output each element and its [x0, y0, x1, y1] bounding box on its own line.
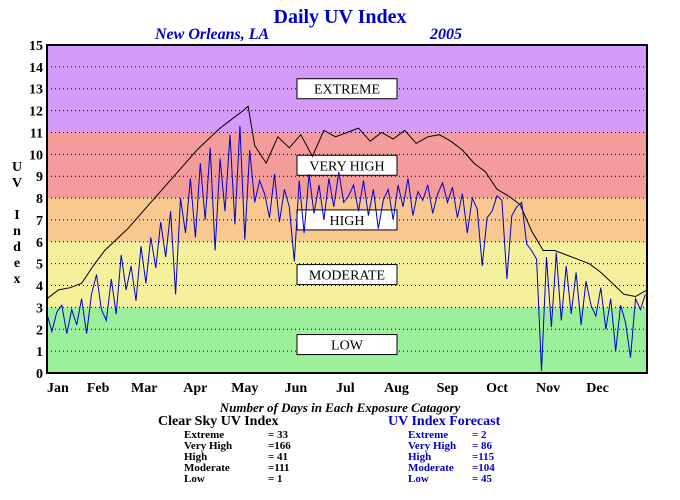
y-tick-label: 3 — [36, 301, 43, 316]
category-label: EXTREME — [314, 83, 380, 98]
chart-title: Daily UV Index — [273, 6, 407, 28]
table-row: Moderate =104 — [408, 463, 495, 474]
y-tick-label: 11 — [30, 126, 43, 141]
y-tick-label: 5 — [36, 258, 43, 273]
row-value: = 45 — [472, 473, 493, 485]
x-tick-label: Apr — [183, 381, 207, 396]
category-label: VERY HIGH — [309, 159, 384, 174]
y-axis-label-d: d — [13, 240, 21, 255]
category-labels: LOW MODERATE HIGH VERY HIGH EXTREME — [296, 78, 398, 356]
y-axis-label: U V I n d e x — [10, 160, 24, 288]
table-row: Extreme = 33 — [184, 430, 291, 441]
y-axis-label-i: I — [14, 208, 20, 223]
y-tick-label: 0 — [36, 367, 43, 382]
category-label-box — [296, 334, 398, 356]
category-label: LOW — [331, 339, 364, 354]
y-tick-label: 6 — [36, 236, 43, 251]
table-row: Low = 1 — [184, 474, 291, 485]
table-row: High = 41 — [184, 452, 291, 463]
x-tick-label: Jul — [336, 381, 355, 396]
row-value: = 1 — [268, 473, 283, 485]
y-tick-label: 10 — [29, 148, 43, 163]
forecast-table: Extreme = 2 Very High = 86 High =115 Modera… — [408, 430, 495, 485]
y-axis-label-v: V — [11, 176, 23, 191]
table-row: Low = 45 — [408, 474, 495, 485]
x-tick-label: Aug — [384, 381, 409, 396]
row-value: =111 — [268, 462, 290, 474]
y-tick-label: 12 — [29, 105, 43, 120]
category-label-box — [296, 154, 398, 176]
table-row: Extreme = 2 — [408, 430, 495, 441]
category-label: MODERATE — [309, 269, 385, 284]
y-axis-label-e: e — [13, 256, 21, 271]
row-label: Moderate — [408, 462, 454, 474]
category-label: HIGH — [330, 214, 365, 229]
row-value: = 33 — [268, 429, 289, 441]
row-value: = 2 — [472, 429, 487, 441]
row-label: Moderate — [184, 462, 230, 474]
y-axis-label-u: U — [11, 160, 23, 175]
plot-frame — [46, 44, 648, 374]
table-row: Very High =166 — [184, 441, 291, 452]
x-tick-label: Nov — [536, 381, 560, 396]
clear-sky-line — [46, 105, 648, 300]
table-row: High =115 — [408, 452, 495, 463]
row-label: Low — [408, 473, 429, 485]
chart-location: New Orleans, LA — [155, 26, 270, 43]
x-tick-label: Oct — [486, 381, 508, 396]
x-tick-labels: Jan Feb Mar Apr May Jun Jul Aug Sep Oct Nov Dec — [47, 381, 609, 396]
row-value: = 41 — [268, 451, 289, 463]
forecast-heading: UV Index Forecast — [388, 414, 501, 429]
table-row: Very High = 86 — [408, 441, 495, 452]
y-tick-label: 13 — [29, 83, 43, 98]
row-value: =166 — [268, 440, 291, 452]
clear-sky-table: Extreme = 33 Very High =166 High = 41 Moder… — [184, 430, 291, 485]
clear-sky-heading: Clear Sky UV Index — [158, 414, 279, 429]
x-tick-label: Dec — [586, 381, 609, 396]
y-tick-label: 4 — [36, 280, 43, 295]
y-tick-label: 7 — [36, 214, 43, 229]
series-lines — [46, 105, 648, 371]
x-tick-label: Sep — [437, 381, 459, 396]
chart-year: 2005 — [430, 26, 462, 43]
row-label: High — [408, 451, 432, 463]
y-tick-label: 8 — [36, 192, 43, 207]
row-value: = 86 — [472, 440, 493, 452]
row-label: Extreme — [408, 429, 449, 441]
y-tick-label: 2 — [36, 323, 43, 338]
row-label: Very High — [184, 440, 233, 452]
category-label-box — [296, 78, 398, 100]
x-tick-label: May — [231, 381, 258, 396]
y-tick-label: 9 — [36, 170, 43, 185]
y-tick-label: 1 — [36, 345, 43, 360]
y-tick-label: 14 — [29, 61, 43, 76]
forecast-line — [46, 125, 646, 371]
table-row: Moderate =111 — [184, 463, 291, 474]
row-label: Extreme — [184, 429, 225, 441]
row-value: =115 — [472, 451, 495, 463]
row-label: Very High — [408, 440, 457, 452]
x-tick-label: Feb — [87, 381, 110, 396]
row-label: Low — [184, 473, 205, 485]
x-tick-label: Jan — [47, 381, 69, 396]
footer-title: Number of Days in Each Exposure Catagory — [219, 400, 461, 415]
y-axis-label-x: x — [13, 272, 21, 287]
y-axis-label-n: n — [13, 224, 21, 239]
y-tick-label: 15 — [29, 39, 43, 54]
x-tick-label: Mar — [131, 381, 157, 396]
category-label-box — [296, 264, 398, 286]
row-label: High — [184, 451, 208, 463]
row-value: =104 — [472, 462, 495, 474]
x-tick-label: Jun — [285, 381, 308, 396]
